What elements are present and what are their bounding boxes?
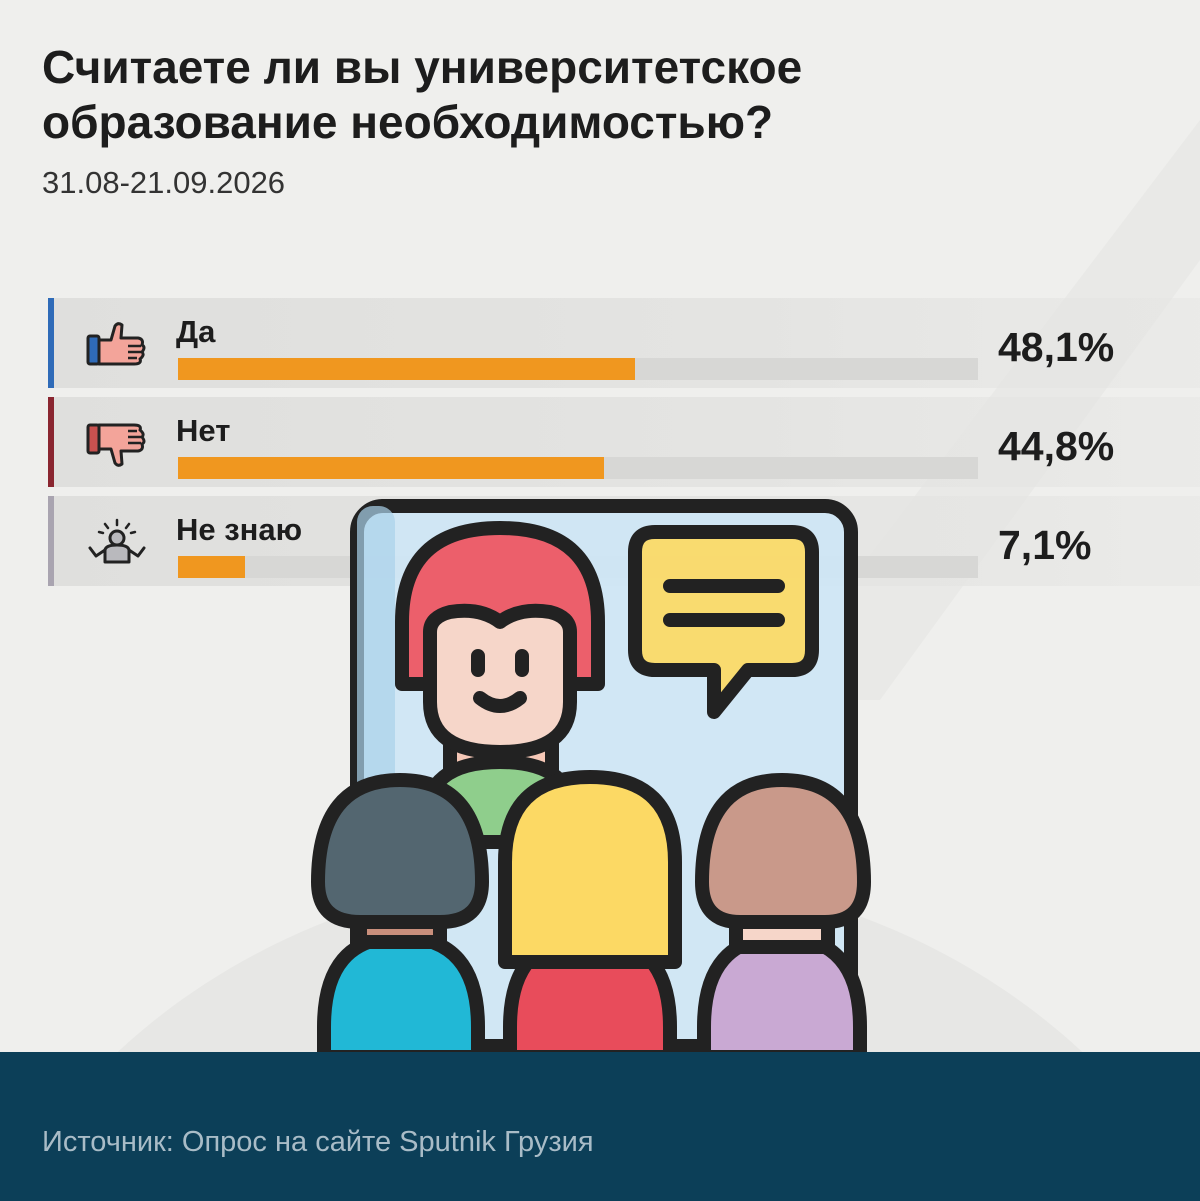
category-label: Не знаю <box>176 512 303 547</box>
bar-fill <box>178 556 246 578</box>
row-accent <box>48 298 54 388</box>
category-label: Да <box>176 314 216 349</box>
title-line-1: Считаете ли вы университетское <box>42 41 803 93</box>
title-line-2: образование необходимостью? <box>42 96 774 148</box>
thumbs-up-icon <box>86 322 146 366</box>
shrug-icon <box>88 518 146 564</box>
value-label: 48,1% <box>998 324 1115 370</box>
footer-bar <box>0 1052 1200 1201</box>
bar-fill <box>178 358 635 380</box>
row-accent <box>48 397 54 487</box>
source-note: Источник: Опрос на сайте Sputnik Грузия <box>42 1126 594 1158</box>
classroom-illustration <box>310 499 872 1064</box>
value-label: 44,8% <box>998 423 1115 469</box>
value-label: 7,1% <box>998 522 1092 568</box>
bar-row-yes: Да 48,1% <box>48 298 1200 388</box>
chart-title: Считаете ли вы университетское образован… <box>42 40 1042 150</box>
bar-fill <box>178 457 604 479</box>
bar-row-no: Нет 44,8% <box>48 397 1200 487</box>
date-range: 31.08-21.09.2026 <box>42 165 286 200</box>
row-accent <box>48 496 54 586</box>
thumbs-down-icon <box>86 423 146 467</box>
category-label: Нет <box>176 413 231 448</box>
